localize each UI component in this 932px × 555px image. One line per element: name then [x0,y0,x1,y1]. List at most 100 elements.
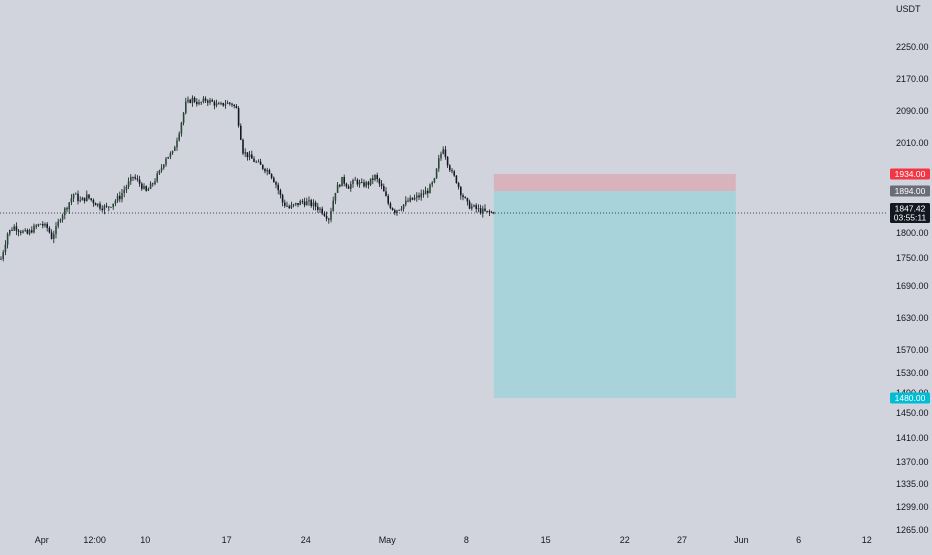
candle [473,204,475,208]
candle [484,204,486,212]
candle [211,98,213,102]
candle-body [440,153,442,159]
candle [466,197,469,206]
candle-body [246,152,249,158]
candle [72,193,75,202]
candle-body [473,205,475,207]
candle [259,158,262,165]
candle [59,218,62,223]
candle [44,222,46,228]
x-tick-label: 12 [862,535,872,545]
candle [97,203,99,208]
candle [15,222,18,236]
candle-body [303,201,306,206]
candle [61,213,64,223]
candle [449,164,451,173]
candle-body [396,210,398,214]
candle [352,178,354,188]
candle-body [242,139,244,154]
stop-loss-zone[interactable] [493,174,736,191]
candle-body [475,205,477,209]
candle [79,196,81,203]
candle [92,198,95,207]
candle-body [490,212,493,214]
candle [374,174,376,182]
candle [372,174,374,185]
candle-body [13,226,15,231]
candle [0,256,2,260]
x-tick-label: 24 [301,535,311,545]
candle [207,99,209,107]
candle-body [352,179,354,185]
candle [209,97,211,105]
candle [55,222,57,239]
y-tick-label: 2090.00 [896,106,929,116]
candle [301,198,304,205]
candle [229,102,231,106]
candle-body [202,98,205,102]
y-tick-label: 1410.00 [896,433,929,443]
candle-body [451,170,453,172]
candle [35,223,37,230]
candle-body [134,176,136,179]
candle-body [224,103,227,106]
y-tick-label: 1800.00 [896,228,929,238]
candle [455,175,458,184]
candle-body [112,203,114,207]
candle-body [141,183,143,189]
candle [185,97,187,115]
candle-body [156,173,158,182]
candle [405,196,407,207]
candle-body [453,171,455,176]
candle [169,151,172,160]
candle-body [222,102,224,106]
candle-body [464,197,466,198]
candle-body [361,182,363,183]
candle [224,99,227,109]
candle-body [46,223,48,228]
candle-body [178,133,180,141]
candle-body [75,193,77,195]
candle-body [20,231,22,233]
candle-body [191,97,194,103]
candle-body [158,170,161,174]
candle-body [413,197,416,200]
candle [330,207,332,223]
position-zones [493,174,736,398]
candle-body [365,182,367,187]
candle-body [398,209,400,211]
candle [9,229,11,237]
candle-body [253,158,255,162]
x-tick-label: 8 [464,535,469,545]
candle [167,156,169,159]
candle-body [449,165,451,171]
candle-body [149,183,152,189]
y-tick-label: 1570.00 [896,345,929,355]
candle [471,203,473,211]
candle-body [171,150,174,154]
candle [299,199,301,206]
candle-body [317,206,319,210]
y-tick-label: 1630.00 [896,313,929,323]
x-tick-label: 10 [140,535,150,545]
candle [127,177,130,190]
candle-body [174,147,176,151]
candle [180,121,183,137]
candle [94,202,97,206]
candle [317,202,319,213]
candle [31,226,33,234]
candle [356,178,359,187]
candle-body [409,197,411,202]
take-profit-zone[interactable] [493,191,736,398]
candle-body [94,203,97,206]
candle-body [220,102,222,105]
candle-body [15,226,18,231]
candle [13,224,15,232]
candle [24,228,26,232]
candle-body [33,225,35,233]
candle [119,191,121,203]
candle-body [88,194,90,199]
